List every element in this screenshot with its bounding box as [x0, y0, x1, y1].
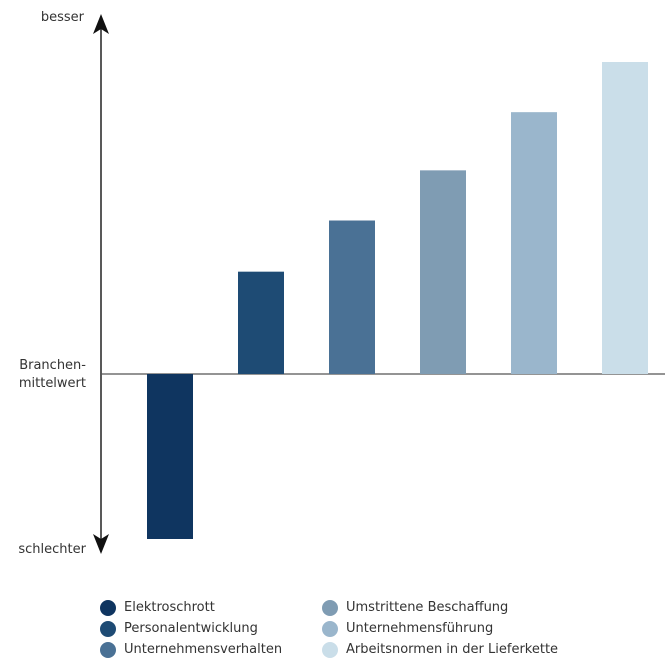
legend-item-unternehmensfuehrung: Unternehmensführung [322, 620, 602, 637]
chart-axes [93, 14, 665, 554]
arrow-up-icon [93, 14, 109, 34]
legend-label: Unternehmensführung [346, 621, 494, 636]
axis-label-baseline-line2: mittelwert [19, 376, 86, 391]
legend-swatch [322, 641, 338, 658]
bar-3 [329, 220, 375, 374]
bar-6 [602, 62, 648, 374]
legend-item-unternehmensverhalten: Unternehmensverhalten [100, 641, 322, 658]
arrow-down-icon [93, 534, 109, 554]
legend-label: Unternehmensverhalten [124, 642, 283, 657]
legend-label: Arbeitsnormen in der Lieferkette [346, 642, 559, 657]
chart-axis-labels: besser Branchen- mittelwert schlechter [18, 10, 86, 557]
legend-label: Elektroschrott [124, 600, 215, 615]
bar-1 [147, 374, 193, 539]
legend-label: Umstrittene Beschaffung [346, 600, 509, 615]
axis-label-baseline-line1: Branchen- [19, 358, 86, 373]
legend-swatch [100, 641, 116, 658]
legend-item-umstrittene-beschaffung: Umstrittene Beschaffung [322, 599, 602, 616]
legend-item-arbeitsnormen: Arbeitsnormen in der Lieferkette [322, 641, 602, 658]
legend-swatch [322, 599, 338, 616]
legend-item-personalentwicklung: Personalentwicklung [100, 620, 322, 637]
axis-label-better: besser [41, 10, 85, 25]
bar-2 [238, 271, 284, 374]
legend-swatch [322, 620, 338, 637]
chart-bars [147, 62, 648, 539]
legend-swatch [100, 620, 116, 637]
chart: besser Branchen- mittelwert schlechter [18, 10, 665, 557]
axis-label-worse: schlechter [18, 542, 86, 557]
bar-5 [511, 112, 557, 375]
legend-item-elektroschrott: Elektroschrott [100, 599, 322, 616]
bar-4 [420, 170, 466, 374]
legend: Elektroschrott Umstrittene Beschaffung P… [100, 599, 620, 658]
legend-swatch [100, 599, 116, 616]
legend-label: Personalentwicklung [124, 621, 258, 636]
